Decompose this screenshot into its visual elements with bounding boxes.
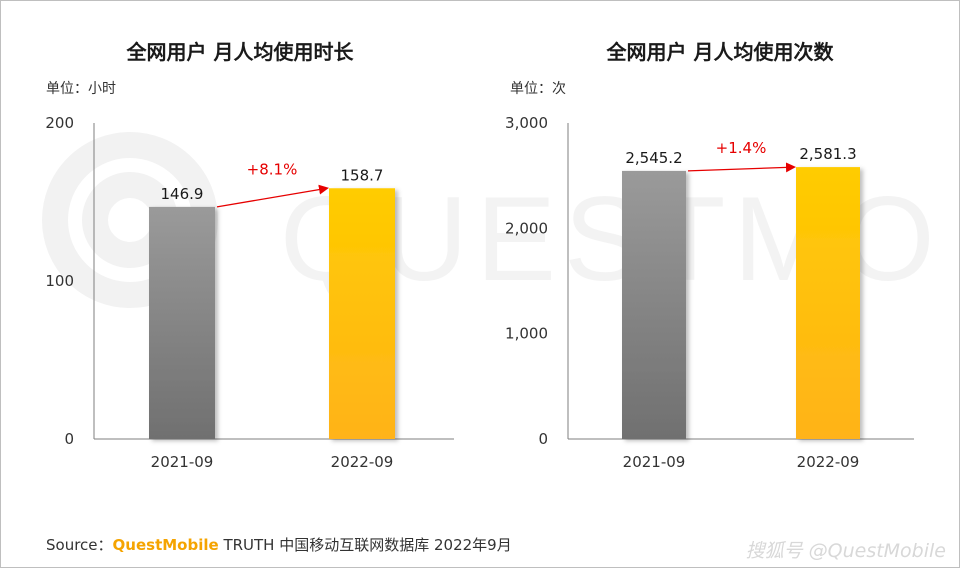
frequency-chart-panel: 全网用户 月人均使用次数 单位：次 0 1,000 2,000 3,000 2,545.… [480, 0, 960, 520]
duration-bar-chart: 0 100 200 146.9 2021-09 158.7 2022-09 +8.1% [45, 114, 454, 471]
credit-watermark: 搜狐号 @QuestMobile [745, 540, 946, 562]
x-tick-label: 2021-09 [151, 453, 214, 471]
growth-label: +1.4% [716, 139, 767, 157]
chart-title: 全网用户 月人均使用次数 [606, 40, 834, 64]
growth-label: +8.1% [247, 160, 298, 178]
growth-arrow [687, 162, 796, 173]
data-label: 2,581.3 [799, 145, 856, 163]
data-label: 146.9 [161, 185, 204, 203]
growth-arrow [216, 184, 329, 208]
source-note: Source：QuestMobile TRUTH 中国移动互联网数据库 2022… [46, 534, 512, 555]
y-tick-label: 100 [45, 272, 74, 290]
chart-title: 全网用户 月人均使用时长 [126, 40, 354, 64]
y-tick-label: 200 [45, 114, 74, 132]
unit-label: 单位：小时 [46, 81, 116, 97]
y-tick-label: 1,000 [505, 325, 548, 343]
x-tick-label: 2021-09 [623, 453, 686, 471]
frequency-bar-chart: 0 1,000 2,000 3,000 2,545.2 2021-09 2,581.3 202… [505, 114, 914, 471]
bar-2022-09 [796, 167, 860, 439]
bar-2021-09 [622, 170, 686, 440]
y-tick-label: 2,000 [505, 219, 548, 237]
bar-2021-09 [149, 206, 215, 439]
unit-label: 单位：次 [510, 81, 566, 97]
source-brand: QuestMobile [112, 536, 219, 554]
y-tick-label: 0 [538, 430, 548, 448]
y-tick-label: 3,000 [505, 114, 548, 132]
x-tick-label: 2022-09 [797, 453, 860, 471]
x-tick-label: 2022-09 [331, 453, 394, 471]
bar-2022-09 [329, 188, 395, 439]
y-tick-label: 0 [64, 430, 74, 448]
source-rest: TRUTH 中国移动互联网数据库 2022年9月 [218, 536, 512, 554]
data-label: 158.7 [341, 166, 384, 184]
source-prefix: Source： [46, 536, 113, 554]
data-label: 2,545.2 [625, 149, 682, 167]
duration-chart-panel: 全网用户 月人均使用时长 单位：小时 0 100 200 146.9 2021-09 15… [0, 0, 480, 520]
